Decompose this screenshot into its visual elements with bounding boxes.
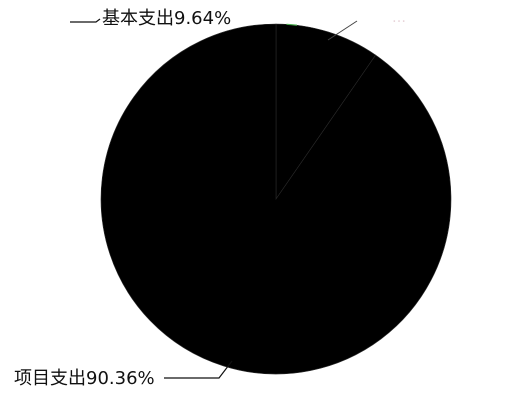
slice-label-faint: … bbox=[392, 10, 406, 26]
leader-line-faint bbox=[327, 20, 358, 41]
slices-layer bbox=[100, 23, 452, 375]
pie-slice-project bbox=[100, 23, 452, 375]
pie-slice-basic bbox=[275, 23, 377, 200]
pie-edge-hint bbox=[286, 23, 298, 26]
slice-label-basic: 基本支出9.64% bbox=[102, 8, 231, 29]
leader-line-basic bbox=[70, 18, 101, 23]
slice-label-project: 项目支出90.36% bbox=[14, 368, 155, 389]
leader-line-project bbox=[164, 360, 233, 379]
